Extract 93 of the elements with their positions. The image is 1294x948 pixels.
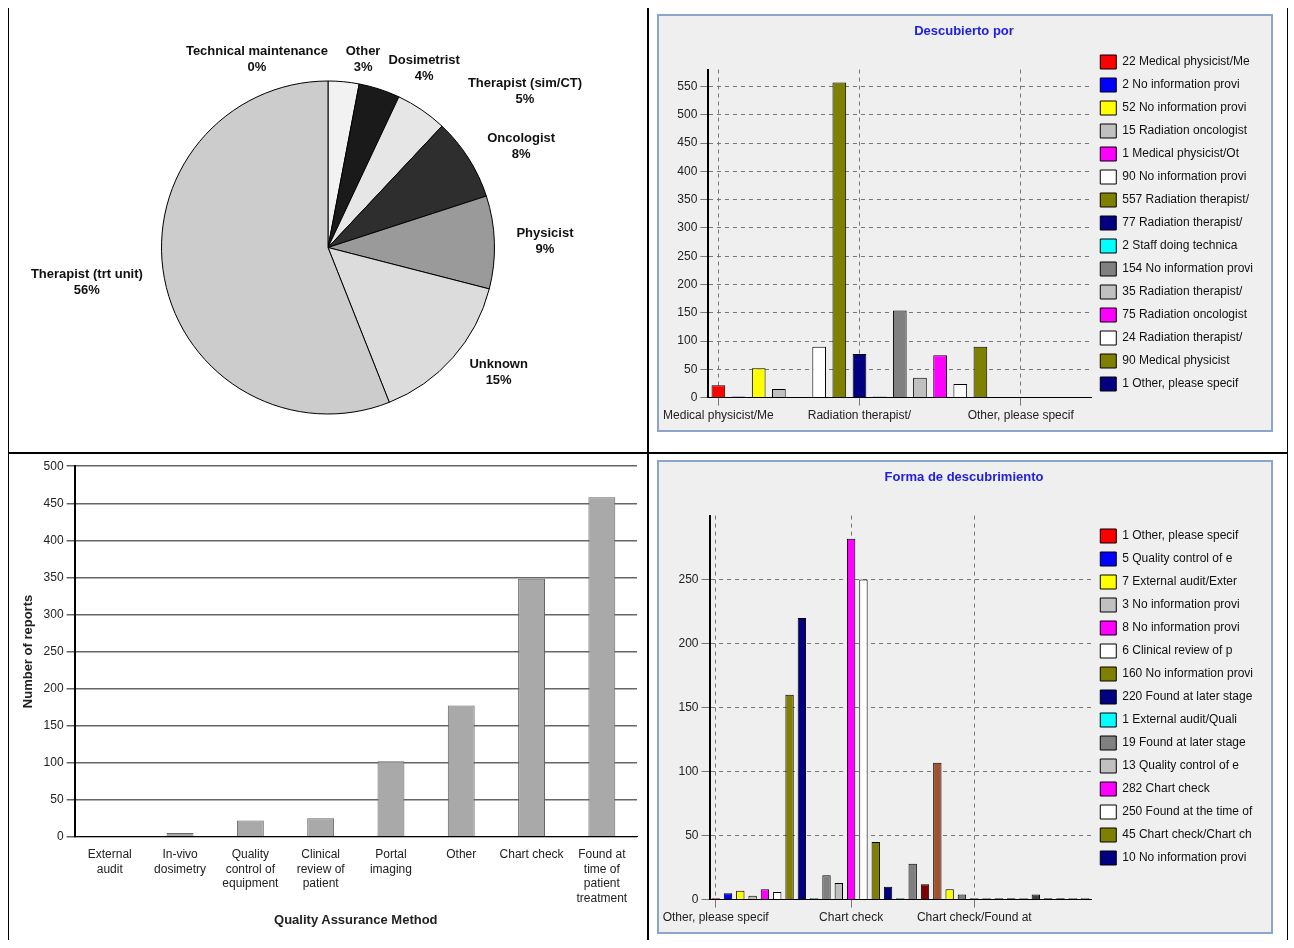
legend-label: 90 Medical physicist [1122,353,1231,368]
x-tick-label: Portal imaging [369,847,412,876]
category-label: Technical maintenance [185,42,328,58]
x-tick-label: Other, please specif [967,408,1075,423]
y-tick-label: 0 [56,829,64,844]
x-axis-title: Quality Assurance Method [274,911,438,927]
y-tick-label: 200 [677,276,698,291]
legend-label: 13 Quality control of e [1122,758,1240,773]
y-tick-label: 50 [683,361,698,376]
y-tick-label: 50 [50,792,64,807]
legend-label: 250 Found at the time of [1122,804,1254,819]
text: 0% [247,58,267,74]
y-tick-label: 100 [43,754,64,769]
x-tick-label: Other [446,847,477,862]
y-tick-label: 100 [678,763,699,778]
y-tick-label: 150 [678,699,699,714]
y-tick-label: 0 [691,891,699,906]
legend-label: 1 Other, please specif [1122,528,1239,543]
legend-label: 90 No information provi [1122,169,1247,184]
y-tick-label: 450 [43,495,64,510]
legend-label: 1 External audit/Quali [1122,712,1237,727]
x-tick-label: Clinical review of patient [296,847,346,891]
slice-label: Therapist (trt unit) [30,266,143,282]
legend-label: 45 Chart check/Chart ch [1122,827,1252,842]
legend-label: 8 No information provi [1122,620,1240,635]
y-tick-label: 250 [43,643,64,658]
legend-label: 154 No information provi [1122,261,1253,276]
y-tick-label: 100 [677,333,698,348]
legend-label: 3 No information provi [1122,597,1240,612]
legend-label: 557 Radiation therapist/ [1122,192,1250,207]
y-tick-label: 350 [43,569,64,584]
legend-label: 77 Radiation therapist/ [1122,215,1244,230]
chart-title: Descubierto por [914,23,1014,39]
x-tick-label: Medical physicist/Me [663,408,775,423]
x-tick-label: In-vivo dosimetry [154,847,207,876]
y-tick-label: 450 [677,135,698,150]
data-label: 5% [515,91,535,107]
legend-label: 75 Radiation oncologist [1122,307,1248,322]
legend-label: 10 No information provi [1122,850,1247,865]
y-tick-label: 550 [677,78,698,93]
legend-label: 52 No information provi [1122,100,1247,115]
legend-label: 5 Quality control of e [1122,551,1233,566]
y-tick-label: 250 [677,248,698,263]
data-label: 15% [485,371,513,387]
x-tick-label: Other, please specif [662,910,770,925]
x-tick-label: External audit [87,847,132,876]
legend-label: 220 Found at later stage [1122,689,1253,704]
data-label: 8% [511,146,531,162]
legend-label: 15 Radiation oncologist [1122,123,1248,138]
y-tick-label: 150 [43,717,64,732]
y-tick-label: 150 [677,305,698,320]
y-tick-label: 300 [43,606,64,621]
y-tick-label: 350 [677,191,698,206]
y-tick-label: 0 [690,389,698,404]
y-tick-label: 500 [677,107,698,122]
y-tick-label: 500 [43,458,64,473]
slice-label: Dosimetrist [388,51,461,67]
data-label: 3% [353,59,373,75]
legend-label: 22 Medical physicist/Me [1122,54,1250,69]
y-axis-title: Number of reports [20,594,36,709]
x-tick-label: Chart check [819,910,885,925]
legend-label: 1 Other, please specif [1122,376,1239,391]
y-tick-label: 300 [677,220,698,235]
y-tick-label: 50 [685,827,699,842]
legend-label: 2 No information provi [1122,77,1240,92]
slice-label: Other [345,43,381,59]
y-tick-label: 400 [43,532,64,547]
x-tick-label: Quality control of equipment [222,847,280,891]
chart-title: Forma de descubrimiento [884,469,1044,485]
data-label: 9% [535,241,555,257]
legend-label: 7 External audit/Exter [1122,574,1237,589]
legend-label: 282 Chart check [1122,781,1211,796]
y-tick-label: 400 [677,163,698,178]
legend-label: 2 Staff doing technica [1122,238,1238,253]
legend-label: 19 Found at later stage [1122,735,1247,750]
data-label: 56% [73,282,101,298]
y-tick-label: 200 [43,680,64,695]
slice-label: Unknown [469,355,528,371]
legend-label: 35 Radiation therapist/ [1122,284,1244,299]
legend-label: 1 Medical physicist/Ot [1122,146,1240,161]
legend-label: 160 No information provi [1122,666,1253,681]
slice-label: Oncologist [487,130,556,146]
legend-label: 6 Clinical review of p [1122,643,1233,658]
slice-label: Therapist (sim/CT) [467,75,583,91]
y-tick-label: 250 [678,571,699,586]
data-label: 4% [414,67,434,83]
x-tick-label: Chart check [499,847,565,862]
x-tick-label: Found at time of patient treatment [576,847,628,905]
legend-label: 24 Radiation therapist/ [1122,330,1244,345]
x-tick-label: Chart check/Found at [916,910,1033,925]
y-tick-label: 200 [678,635,699,650]
x-tick-label: Radiation therapist/ [807,408,912,423]
slice-label: Physicist [516,225,575,241]
